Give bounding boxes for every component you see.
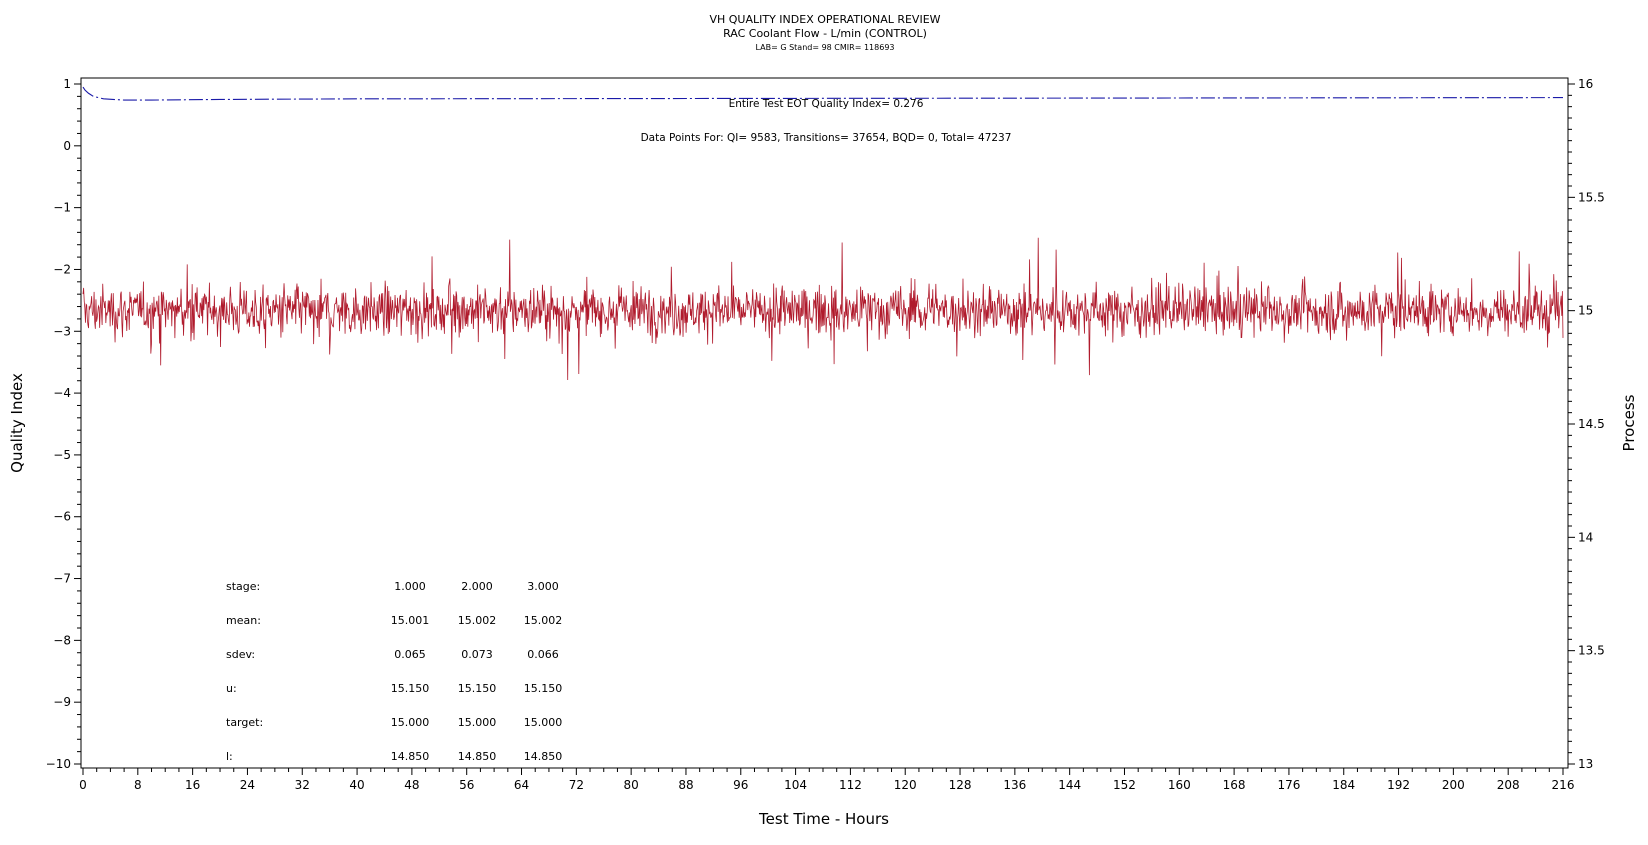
x-tick-label: 152 <box>1113 778 1136 792</box>
y-left-tick-label: −9 <box>53 695 71 709</box>
x-tick-label: 80 <box>624 778 639 792</box>
stats-row-value: 15.001 <box>391 614 430 627</box>
stats-row-label: l: <box>226 750 233 763</box>
x-tick-label: 216 <box>1552 778 1575 792</box>
x-tick-label: 24 <box>240 778 255 792</box>
y-right-tick-label: 13.5 <box>1578 644 1605 658</box>
x-tick-label: 48 <box>404 778 419 792</box>
chart-subtitle: RAC Coolant Flow - L/min (CONTROL) <box>723 27 927 40</box>
stats-row-value: 15.000 <box>458 716 497 729</box>
stats-row-value: 14.850 <box>458 750 497 763</box>
y-left-tick-label: −7 <box>53 572 71 586</box>
stats-row-value: 15.002 <box>524 614 563 627</box>
x-tick-label: 16 <box>185 778 200 792</box>
y-left-tick-label: −3 <box>53 324 71 338</box>
y-left-tick-label: 1 <box>63 77 71 91</box>
stats-row-label: target: <box>226 716 263 729</box>
y-left-tick-label: −6 <box>53 510 71 524</box>
y-left-tick-label: −4 <box>53 386 71 400</box>
chart-subtitle-2: LAB= G Stand= 98 CMIR= 118693 <box>755 43 894 52</box>
stats-row-label: mean: <box>226 614 261 627</box>
x-tick-label: 56 <box>459 778 474 792</box>
y-left-tick-label: 0 <box>63 139 71 153</box>
x-tick-label: 104 <box>784 778 807 792</box>
plot-frame <box>80 77 1569 769</box>
x-tick-label: 40 <box>349 778 364 792</box>
quality-index-series <box>82 86 1564 101</box>
chart-title: VH QUALITY INDEX OPERATIONAL REVIEW <box>709 13 940 26</box>
x-axis: 0 8 16 24 32 40 48 56 64 72 80 88 96 104 112 120 128 136 1… <box>79 768 1574 792</box>
data-points-annotation: Data Points For: QI= 9583, Transitions= … <box>641 132 1012 144</box>
stats-row-value: 15.150 <box>524 682 563 695</box>
y-right-tick-label: 13 <box>1578 757 1593 771</box>
x-tick-label: 96 <box>733 778 748 792</box>
x-tick-label: 0 <box>79 778 87 792</box>
stats-row-value: 15.150 <box>458 682 497 695</box>
x-tick-label: 120 <box>894 778 917 792</box>
y-axis-left: 1 0 −1 −2 −3 −4 −5 −6 −7 −8 −9 −10 <box>46 77 81 771</box>
y-axis-left-label: Quality Index <box>8 373 26 473</box>
x-tick-label: 64 <box>514 778 529 792</box>
stats-row-value: 15.000 <box>391 716 430 729</box>
y-right-tick-label: 16 <box>1578 77 1593 91</box>
x-tick-label: 88 <box>678 778 693 792</box>
x-tick-label: 8 <box>134 778 142 792</box>
stats-row-value: 15.150 <box>391 682 430 695</box>
x-tick-label: 112 <box>839 778 862 792</box>
stats-row-label: sdev: <box>226 648 255 661</box>
stats-table: stage: 1.000 2.000 3.000 mean: 15.001 15.002 15… <box>226 580 562 763</box>
stats-row-value: 0.073 <box>461 648 493 661</box>
stats-row-label: u: <box>226 682 237 695</box>
stats-row-value: 15.000 <box>524 716 563 729</box>
y-right-tick-label: 14.5 <box>1578 417 1605 431</box>
x-tick-label: 128 <box>949 778 972 792</box>
y-left-tick-label: −2 <box>53 262 71 276</box>
stats-row-value: 14.850 <box>524 750 563 763</box>
stats-row-value: 1.000 <box>394 580 426 593</box>
x-tick-label: 160 <box>1168 778 1191 792</box>
x-tick-label: 32 <box>295 778 310 792</box>
y-axis-right: 16 15.5 15 14.5 14 13.5 13 <box>1568 77 1605 771</box>
x-axis-label: Test Time - Hours <box>758 810 889 828</box>
quality-index-line <box>82 86 1564 101</box>
x-tick-label: 72 <box>569 778 584 792</box>
x-tick-label: 168 <box>1223 778 1246 792</box>
y-left-tick-label: −1 <box>53 201 71 215</box>
y-left-tick-label: −5 <box>53 448 71 462</box>
process-line <box>82 237 1564 381</box>
stats-row-value: 15.002 <box>458 614 497 627</box>
x-tick-label: 176 <box>1277 778 1300 792</box>
x-tick-label: 144 <box>1058 778 1081 792</box>
y-right-tick-label: 14 <box>1578 530 1593 544</box>
stats-row-value: 0.066 <box>527 648 559 661</box>
stats-row-value: 3.000 <box>527 580 559 593</box>
y-right-tick-label: 15.5 <box>1578 190 1605 204</box>
stats-row-value: 2.000 <box>461 580 493 593</box>
x-tick-label: 184 <box>1332 778 1355 792</box>
x-tick-label: 200 <box>1442 778 1465 792</box>
y-axis-right-label: Process <box>1620 394 1638 451</box>
x-tick-label: 136 <box>1003 778 1026 792</box>
stats-row-label: stage: <box>226 580 260 593</box>
y-right-tick-label: 15 <box>1578 304 1593 318</box>
x-tick-label: 208 <box>1497 778 1520 792</box>
y-left-tick-label: −10 <box>46 757 71 771</box>
x-tick-label: 192 <box>1387 778 1410 792</box>
stats-row-value: 0.065 <box>394 648 426 661</box>
eot-quality-index-annotation: Entire Test EOT Quality Index= 0.276 <box>729 98 924 110</box>
process-series <box>82 237 1564 381</box>
stats-row-value: 14.850 <box>391 750 430 763</box>
y-left-tick-label: −8 <box>53 633 71 647</box>
